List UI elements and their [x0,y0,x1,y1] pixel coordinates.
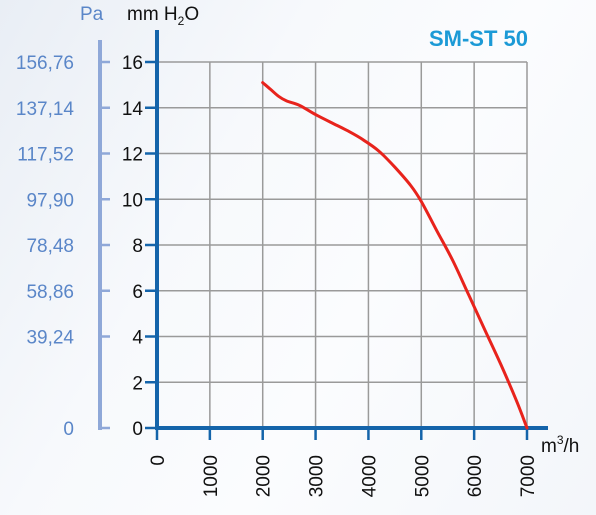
x-tick-label: 0 [148,455,169,466]
y-tick-label: 0 [132,419,143,440]
chart-title: SM-ST 50 [429,26,528,51]
pa-axis-label: Pa [80,4,104,25]
pa-tick-label: 0 [63,419,74,440]
y-axis-label: mm H2O [127,4,199,28]
pa-tick-label: 39,24 [26,328,74,349]
axis-layer [98,30,548,440]
y-tick-label: 2 [132,373,143,394]
x-tick-label: 4000 [359,455,380,497]
pa-tick-label: 137,14 [16,99,75,120]
y-tick-label: 6 [132,282,143,303]
y-tick-label: 4 [132,328,143,349]
x-tick-label: 3000 [307,455,328,497]
x-tick-label: 6000 [465,455,486,497]
pa-tick-label: 58,86 [26,282,74,303]
y-tick-label: 8 [132,236,143,257]
y-tick-label: 10 [122,190,143,211]
y-tick-label: 16 [122,53,143,74]
y-tick-label: 14 [122,99,144,120]
x-tick-label: 7000 [518,455,539,497]
label-layer: 0 39,24 58,86 78,48 97,90 117,52 137,14 156,76 P… [16,4,580,497]
grid-layer [157,61,528,428]
pa-tick-label: 97,90 [26,190,74,211]
x-tick-label: 1000 [201,455,222,497]
series-layer [261,81,529,430]
pa-tick-label: 78,48 [26,236,74,257]
pa-tick-label: 156,76 [16,53,74,74]
x-axis-label: m3/h [541,433,579,457]
x-tick-label: 5000 [412,455,433,497]
y-tick-label: 12 [122,145,143,166]
x-tick-label: 2000 [254,455,275,497]
pa-tick-label: 117,52 [17,145,74,166]
series-line [261,81,529,430]
